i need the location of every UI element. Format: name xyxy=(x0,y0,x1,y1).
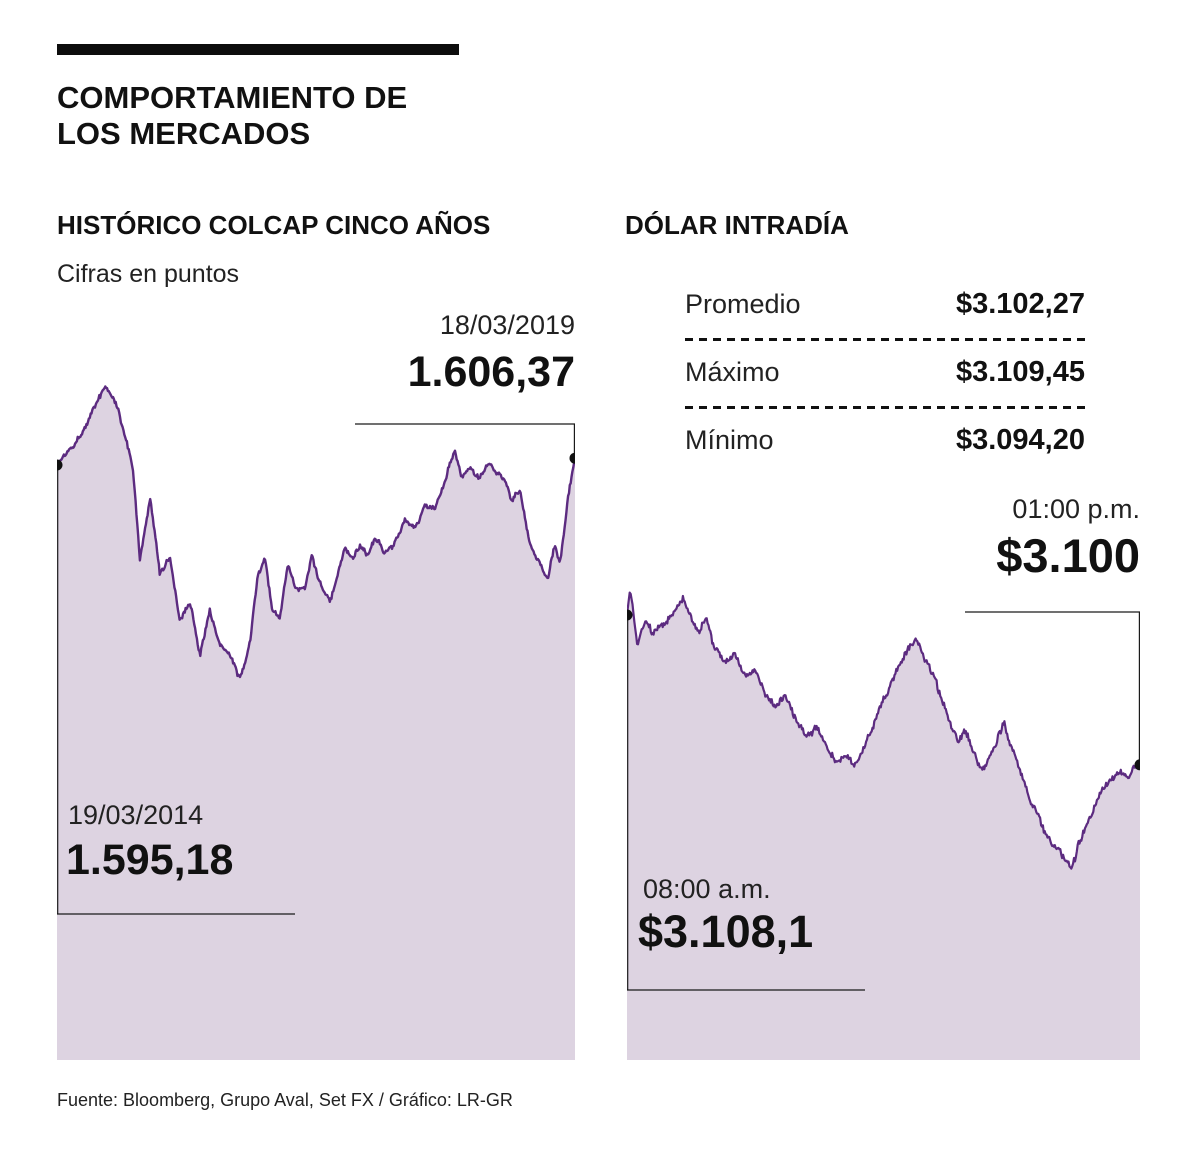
stat-label-promedio: Promedio xyxy=(685,289,801,319)
colcap-subtitle: Cifras en puntos xyxy=(57,260,240,288)
stat-value-maximo: $3.109,45 xyxy=(955,356,1085,388)
top-rule xyxy=(57,44,459,55)
series-line xyxy=(627,591,1140,870)
end-marker xyxy=(1134,759,1140,771)
dashed-divider xyxy=(685,338,1085,341)
stat-row-promedio: Promedio $3.102,27 xyxy=(685,288,1085,321)
stat-value-promedio: $3.102,27 xyxy=(955,288,1085,320)
dolar-end-value-label: $3.100 xyxy=(996,529,1140,582)
stat-row-minimo: Mínimo $3.094,20 xyxy=(685,424,1085,457)
colcap-section-title: HISTÓRICO COLCAP CINCO AÑOS xyxy=(57,210,491,240)
colcap-end-value-label: 1.606,37 xyxy=(407,348,575,396)
colcap-end-date-label: 18/03/2019 xyxy=(439,310,575,340)
stat-label-minimo: Mínimo xyxy=(685,425,774,455)
area-fill xyxy=(57,386,575,1060)
start-marker xyxy=(57,459,63,471)
colcap-area-chart xyxy=(57,385,575,1060)
dashed-divider xyxy=(685,406,1085,409)
main-title: COMPORTAMIENTO DE LOS MERCADOS xyxy=(57,80,407,151)
series-line xyxy=(57,385,575,679)
stat-value-minimo: $3.094,20 xyxy=(955,424,1085,456)
end-marker xyxy=(569,452,575,464)
main-title-line1: COMPORTAMIENTO DE xyxy=(57,80,408,115)
colcap-start-date-label: 19/03/2014 xyxy=(68,800,204,830)
dolar-section-title: DÓLAR INTRADÍA xyxy=(625,210,849,240)
dolar-start-time-label: 08:00 a.m. xyxy=(643,874,771,904)
start-marker xyxy=(627,609,633,621)
dolar-area-chart xyxy=(627,591,1140,1060)
dolar-end-time-label: 01:00 p.m. xyxy=(1012,494,1140,524)
colcap-start-value-label: 1.595,18 xyxy=(66,836,234,884)
dolar-start-value-label: $3.108,1 xyxy=(638,906,814,957)
main-title-line2: LOS MERCADOS xyxy=(57,115,311,151)
source-credit: Fuente: Bloomberg, Grupo Aval, Set FX / … xyxy=(57,1090,513,1110)
area-fill xyxy=(627,592,1140,1060)
stat-label-maximo: Máximo xyxy=(685,357,780,387)
stat-row-maximo: Máximo $3.109,45 xyxy=(685,356,1085,389)
